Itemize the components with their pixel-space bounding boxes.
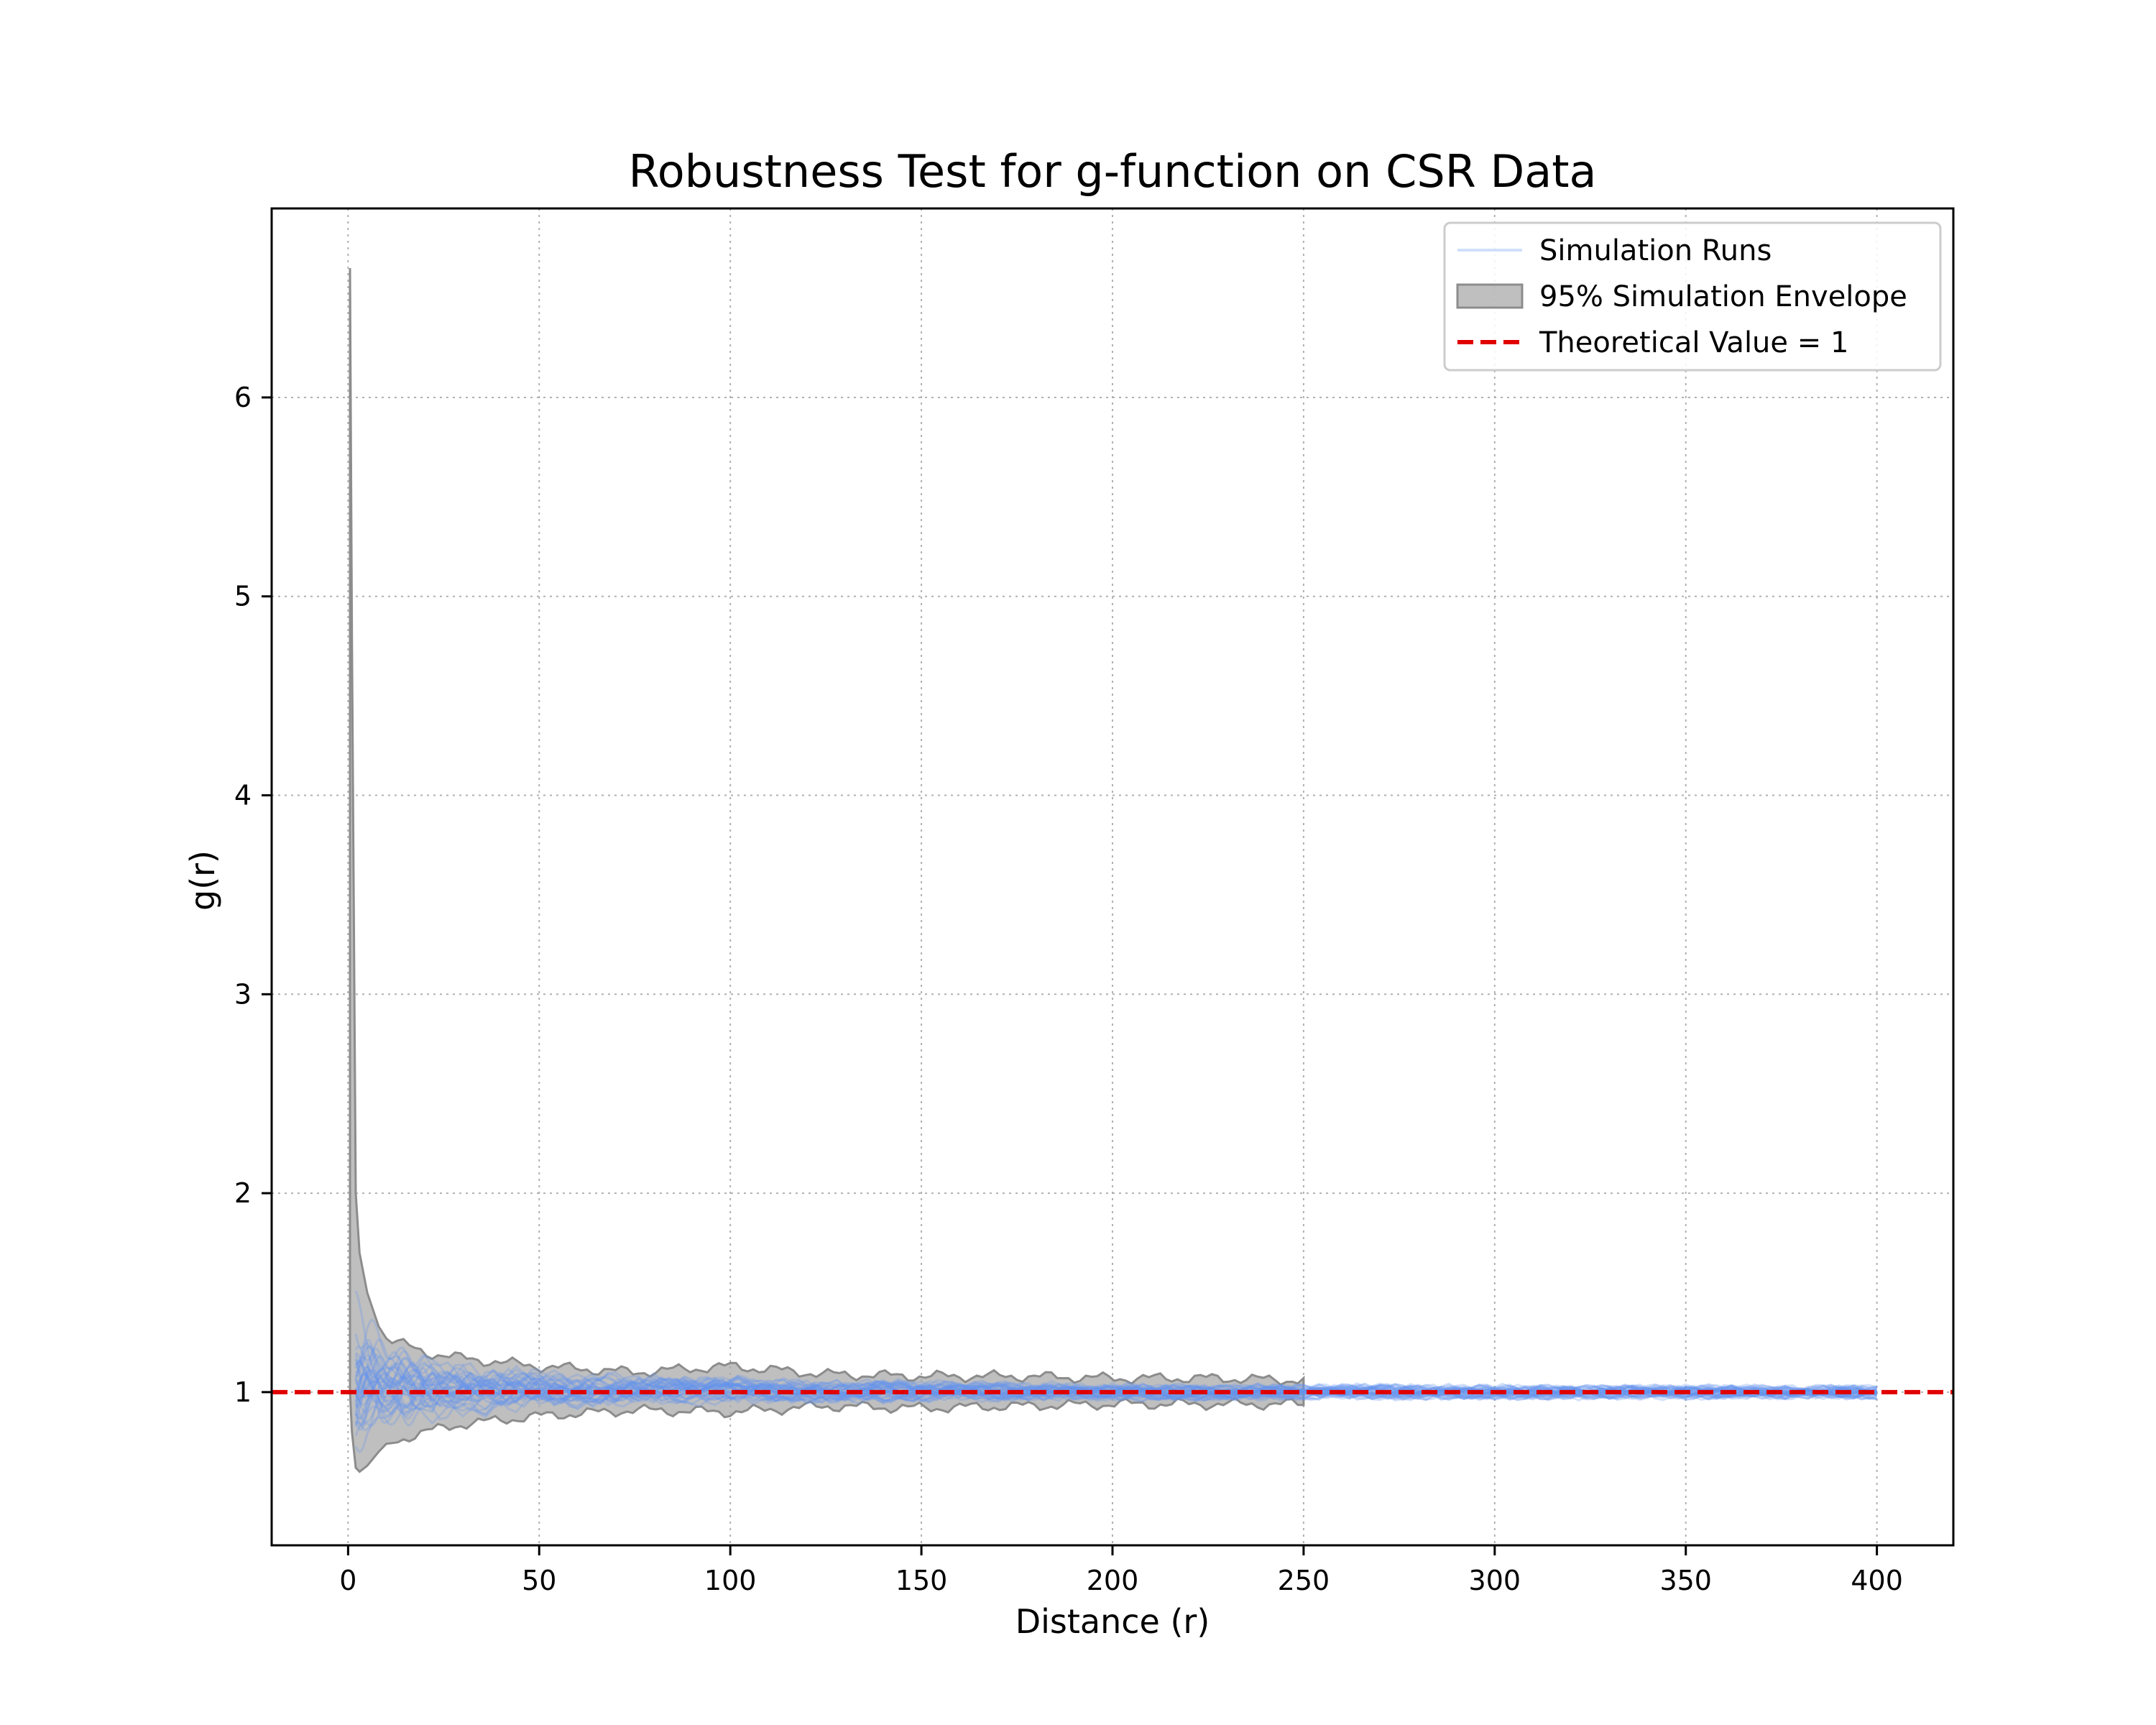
envelope-band <box>349 267 1305 1473</box>
x-tick-label: 100 <box>704 1565 757 1596</box>
y-tick-label: 4 <box>234 780 252 811</box>
y-tick-label: 1 <box>234 1376 252 1408</box>
axis-ticks: 0 50 100 150 200 250 300 350 400 1 2 3 4 5 6 <box>234 382 1903 1596</box>
legend-label: 95% Simulation Envelope <box>1539 280 1907 313</box>
y-tick-label: 5 <box>234 581 252 612</box>
chart-title: Robustness Test for g-function on CSR Da… <box>628 145 1596 198</box>
plot-area <box>272 267 1953 1473</box>
legend-box <box>1443 221 1942 372</box>
x-tick-label: 200 <box>1087 1565 1139 1596</box>
x-tick-label: 0 <box>339 1565 356 1596</box>
grid-lines <box>272 208 1953 1545</box>
x-tick-label: 150 <box>895 1565 948 1596</box>
x-tick-label: 300 <box>1469 1565 1521 1596</box>
legend: Simulation Runs 95% Simulation Envelope Th… <box>1443 221 1942 372</box>
simulation-run-line <box>354 1367 1877 1417</box>
legend-label: Simulation Runs <box>1539 234 1772 267</box>
y-axis-label: g(r) <box>183 850 222 911</box>
legend-swatch-envelope <box>1456 283 1524 309</box>
legend-label: Theoretical Value = 1 <box>1539 326 1848 359</box>
x-tick-label: 350 <box>1659 1565 1712 1596</box>
simulation-run-line <box>354 1359 1877 1407</box>
x-tick-label: 250 <box>1278 1565 1330 1596</box>
x-axis-label: Distance (r) <box>1015 1602 1210 1641</box>
simulation-run-line <box>354 1357 1878 1416</box>
simulation-run-line <box>354 1377 1878 1427</box>
simulation-run-line <box>354 1370 1878 1415</box>
simulation-run-line <box>354 1374 1877 1408</box>
y-tick-label: 3 <box>234 978 252 1010</box>
x-tick-label: 400 <box>1851 1565 1903 1596</box>
simulation-run-line <box>354 1372 1877 1420</box>
y-tick-label: 6 <box>234 382 252 413</box>
simulation-run-line <box>354 1362 1878 1414</box>
simulation-run-line <box>354 1333 1877 1409</box>
simulation-run-line <box>356 1353 1878 1402</box>
y-tick-label: 2 <box>234 1177 252 1209</box>
x-tick-label: 50 <box>522 1565 556 1596</box>
